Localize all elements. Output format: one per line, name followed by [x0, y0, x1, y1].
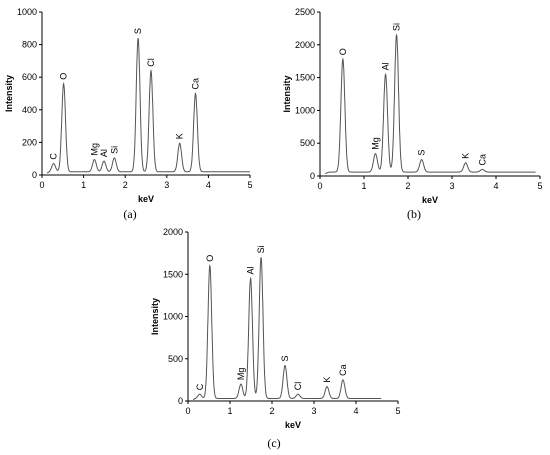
spectrum-line	[325, 33, 536, 175]
peak-label-o: O	[205, 255, 215, 262]
peak-label-cl: Cl	[293, 382, 303, 391]
peak-label-o: O	[59, 73, 69, 80]
y-axis-title: Intensity	[150, 298, 160, 335]
x-tick-label: 4	[493, 181, 498, 191]
peak-label-ca: Ca	[338, 364, 348, 376]
x-tick-label: 3	[311, 406, 316, 416]
x-tick-label: 3	[164, 180, 169, 190]
panel-caption: (c)	[267, 436, 280, 450]
y-tick-label: 800	[22, 40, 37, 50]
peak-label-si: Si	[109, 146, 119, 154]
x-tick-label: 4	[206, 180, 211, 190]
peak-label-al: Al	[381, 62, 391, 70]
peak-label-ca: Ca	[191, 78, 201, 90]
x-tick-label: 2	[405, 181, 410, 191]
y-tick-label: 600	[22, 72, 37, 82]
peak-label-c: C	[49, 153, 59, 160]
x-tick-label: 2	[269, 406, 274, 416]
peak-label-mg: Mg	[89, 143, 99, 156]
peak-label-al: Al	[99, 149, 109, 157]
x-axis-title: keV	[285, 420, 301, 430]
y-tick-label: 0	[32, 170, 37, 180]
y-tick-label: 1000	[163, 312, 183, 322]
x-tick-label: 1	[227, 406, 232, 416]
spectrum-line	[192, 257, 382, 400]
y-tick-label: 0	[310, 171, 315, 181]
y-tick-label: 2500	[295, 7, 315, 17]
peak-label-ca: Ca	[477, 154, 487, 166]
peak-label-cl: Cl	[146, 58, 156, 67]
y-tick-label: 2000	[163, 227, 183, 237]
x-tick-label: 3	[449, 181, 454, 191]
x-tick-label: 0	[185, 406, 190, 416]
peak-label-s: S	[133, 28, 143, 34]
chart-panel-1: 0 1 2 3 4 5 0 200 400 600 800 1000 keV Intensity C O Mg A…	[4, 7, 253, 221]
x-tick-label: 0	[317, 181, 322, 191]
peak-label-c: C	[195, 383, 205, 390]
chart-panel-3: 0 1 2 3 4 5 0 500 1000 1500 2000 keV Intensity C O Mg Al…	[150, 227, 401, 450]
peak-label-o: O	[338, 48, 348, 55]
y-tick-label: 400	[22, 105, 37, 115]
panel-caption: (a)	[123, 207, 136, 221]
x-tick-label: 4	[353, 406, 358, 416]
spectrum-line	[46, 37, 250, 174]
peak-label-s: S	[417, 150, 427, 156]
peak-label-si: Si	[256, 245, 266, 253]
panel-caption: (b)	[407, 207, 421, 221]
y-tick-label: 1500	[163, 269, 183, 279]
y-tick-label: 500	[168, 354, 183, 364]
x-tick-label: 5	[537, 181, 542, 191]
peak-label-mg: Mg	[370, 137, 380, 150]
y-axis-title: Intensity	[4, 75, 14, 112]
chart-panel-2: 0 1 2 3 4 5 0 500 1000 1500 2000 2500 keV Intensity O M…	[282, 7, 543, 221]
x-tick-label: 0	[39, 180, 44, 190]
y-tick-label: 500	[300, 138, 315, 148]
y-axis-title: Intensity	[282, 75, 292, 112]
peak-label-al: Al	[246, 266, 256, 274]
x-tick-label: 1	[81, 180, 86, 190]
x-axis-title: keV	[138, 194, 154, 204]
y-tick-label: 200	[22, 137, 37, 147]
peak-label-k: K	[461, 153, 471, 159]
y-tick-label: 0	[178, 396, 183, 406]
peak-label-k: K	[175, 133, 185, 139]
peak-label-s: S	[280, 355, 290, 361]
x-tick-label: 5	[395, 406, 400, 416]
y-tick-label: 1000	[17, 7, 37, 17]
x-tick-label: 1	[361, 181, 366, 191]
y-tick-label: 1000	[295, 105, 315, 115]
y-tick-label: 1500	[295, 73, 315, 83]
x-tick-label: 2	[123, 180, 128, 190]
peak-label-mg: Mg	[236, 368, 246, 381]
y-tick-label: 2000	[295, 40, 315, 50]
x-tick-label: 5	[247, 180, 252, 190]
peak-label-si: Si	[392, 23, 402, 31]
x-axis-title: keV	[422, 195, 438, 205]
peak-label-k: K	[322, 377, 332, 383]
